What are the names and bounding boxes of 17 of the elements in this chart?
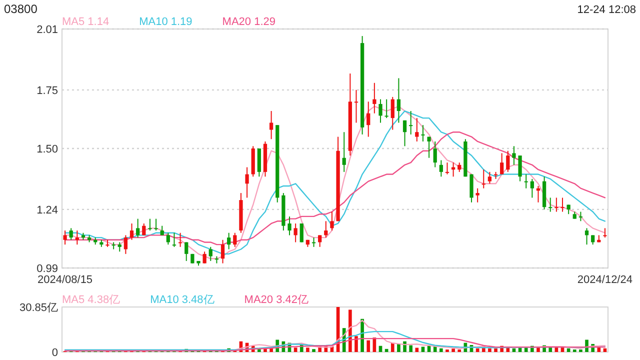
chart-title: 03800	[4, 2, 38, 16]
text: 12-24 12:08	[577, 4, 636, 16]
text: MA10 3.48亿	[150, 294, 214, 306]
y-tick-label: 1.75	[36, 84, 58, 97]
text: MA5 4.38亿	[62, 294, 120, 306]
y-tick-label: 2.01	[36, 24, 58, 36]
y-tick-label: 1.24	[36, 204, 58, 216]
y-tick-label: 0.99	[36, 263, 58, 275]
text: MA10 1.19	[139, 16, 192, 28]
x-tick-label: 2024/12/24	[577, 274, 632, 286]
y-tick-label: 1.50	[36, 144, 58, 156]
text: MA20 1.29	[222, 16, 276, 28]
y-tick-label: 30.85亿	[19, 302, 58, 314]
text: MA5 1.14	[62, 16, 110, 28]
x-tick-label: 2024/08/15	[38, 274, 93, 286]
text: MA20 3.42亿	[244, 294, 308, 306]
y-tick-label: 0	[52, 347, 58, 359]
